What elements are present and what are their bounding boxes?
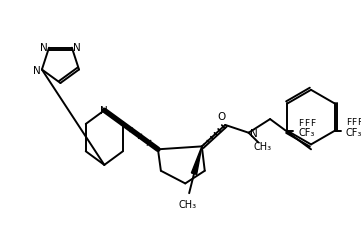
Text: CF₃: CF₃ <box>299 128 315 138</box>
Text: F: F <box>346 119 351 127</box>
Text: N: N <box>100 106 108 116</box>
Text: F: F <box>357 119 361 127</box>
Text: N: N <box>73 43 81 53</box>
Text: O: O <box>217 112 226 122</box>
Text: N: N <box>40 43 48 53</box>
Text: F: F <box>310 120 315 128</box>
Text: F: F <box>299 120 304 128</box>
Text: CH₃: CH₃ <box>178 200 196 210</box>
Text: N: N <box>33 66 41 76</box>
Text: F: F <box>352 119 357 127</box>
Text: N: N <box>249 129 257 139</box>
Text: CH₃: CH₃ <box>253 142 271 152</box>
Text: CF₃: CF₃ <box>346 128 361 138</box>
Polygon shape <box>191 146 202 174</box>
Text: F: F <box>304 120 309 128</box>
